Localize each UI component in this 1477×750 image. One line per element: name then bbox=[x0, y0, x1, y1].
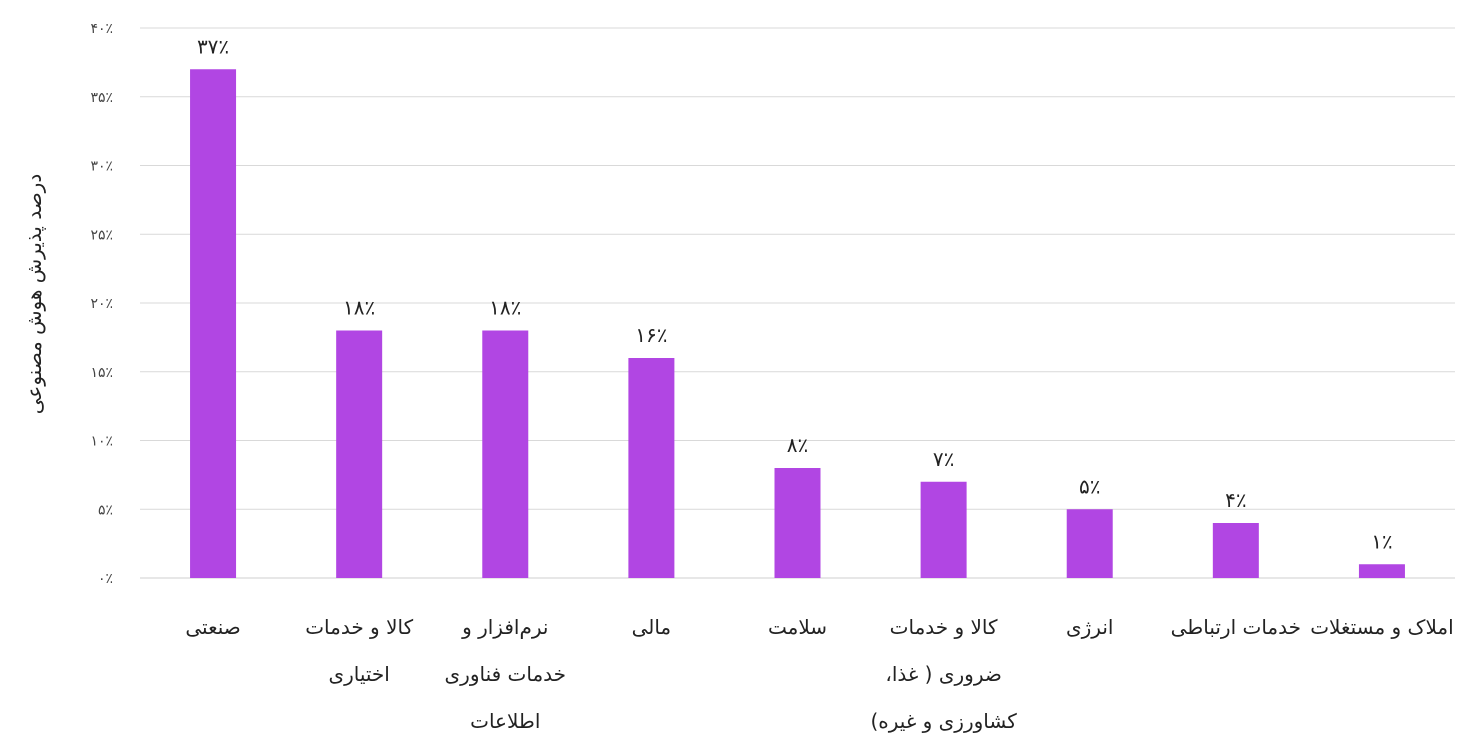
y-tick-label: ۲۵٪ bbox=[90, 227, 113, 243]
y-tick-label: ۳۵٪ bbox=[90, 90, 113, 106]
category-label: نرم‌افزار و خدمات فناوری اطلاعات bbox=[444, 615, 567, 733]
category-label: کالا و خدمات ضروری ( غذا، کشاورزی و غیره… bbox=[870, 615, 1017, 733]
bar bbox=[1212, 523, 1259, 578]
bar bbox=[1358, 564, 1405, 578]
data-label: ۳۷٪ bbox=[197, 34, 229, 58]
data-labels: ۳۷٪ ۱۸٪ ۱۸٪ ۱۶٪ ۸٪ ۷٪ ۵٪ ۴٪ ۱٪ bbox=[197, 34, 1393, 553]
bar bbox=[482, 330, 529, 578]
bar bbox=[628, 358, 675, 578]
bar bbox=[336, 330, 383, 578]
bar bbox=[920, 481, 967, 578]
y-axis-ticks: ۰٪ ۵٪ ۱۰٪ ۱۵٪ ۲۰٪ ۲۵٪ ۳۰٪ ۳۵٪ ۴۰٪ bbox=[90, 21, 113, 587]
category-label: سلامت bbox=[767, 615, 828, 639]
y-tick-label: ۲۰٪ bbox=[90, 296, 113, 312]
y-tick-label: ۴۰٪ bbox=[90, 21, 113, 37]
data-label: ۱۸٪ bbox=[489, 296, 521, 320]
y-tick-label: ۵٪ bbox=[98, 502, 113, 518]
bar bbox=[190, 69, 237, 578]
y-tick-label: ۱۰٪ bbox=[90, 434, 113, 450]
category-label: صنعتی bbox=[185, 615, 241, 639]
y-axis-label: درصد پذیرش هوش مصنوعی bbox=[22, 173, 46, 415]
bars bbox=[190, 69, 1405, 578]
category-label: کالا و خدمات اختیاری bbox=[305, 615, 414, 686]
data-label: ۱٪ bbox=[1371, 529, 1392, 553]
category-label: خدمات ارتباطی bbox=[1170, 615, 1301, 639]
data-label: ۱۶٪ bbox=[635, 323, 667, 347]
data-label: ۴٪ bbox=[1225, 488, 1246, 512]
category-label: مالی bbox=[631, 615, 672, 639]
y-tick-label: ۱۵٪ bbox=[90, 365, 113, 381]
category-label: املاک و مستغلات bbox=[1310, 615, 1454, 639]
y-tick-label: ۰٪ bbox=[98, 571, 113, 587]
category-label: انرژی bbox=[1065, 615, 1114, 639]
y-tick-label: ۳۰٪ bbox=[90, 159, 113, 175]
data-label: ۸٪ bbox=[787, 433, 808, 457]
bar bbox=[1066, 509, 1113, 578]
data-label: ۵٪ bbox=[1079, 474, 1100, 498]
data-label: ۱۸٪ bbox=[343, 296, 375, 320]
bar bbox=[774, 468, 821, 578]
data-label: ۷٪ bbox=[933, 447, 954, 471]
